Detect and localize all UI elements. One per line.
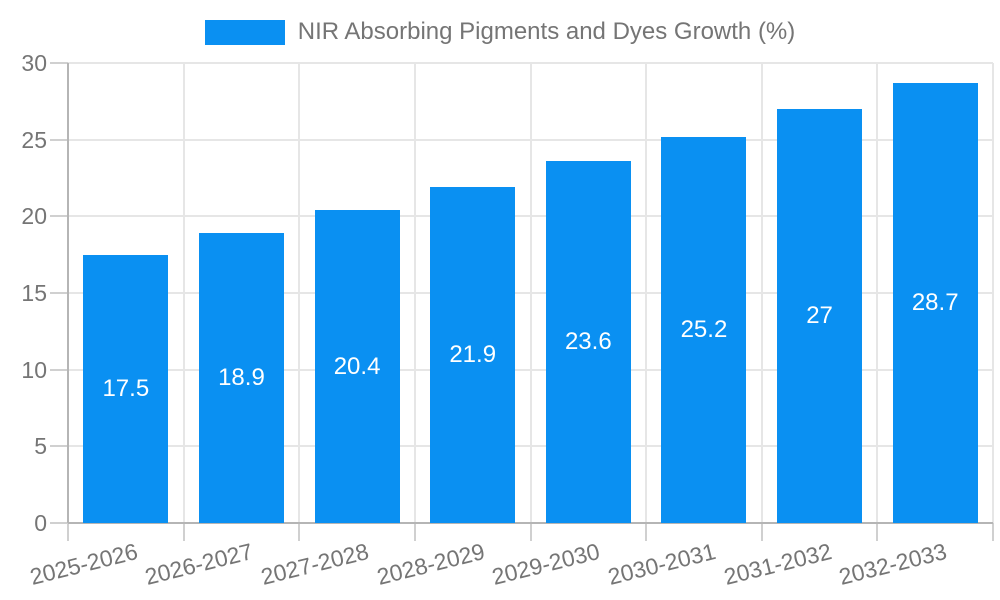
x-gridline (645, 63, 648, 523)
y-axis-tick (50, 62, 68, 64)
bar-value-label: 17.5 (102, 374, 150, 402)
y-axis-tick (50, 292, 68, 294)
bar-2028-2029[interactable] (430, 187, 516, 523)
x-axis-label: 2031-2032 (720, 538, 834, 590)
x-axis-tick (413, 523, 416, 541)
x-gridline (182, 63, 185, 523)
y-axis-label: 5 (34, 433, 47, 460)
x-axis-label: 2029-2030 (489, 538, 603, 590)
x-gridline (529, 63, 532, 523)
x-axis-tick (67, 523, 69, 541)
legend: NIR Absorbing Pigments and Dyes Growth (… (0, 18, 1000, 46)
bar-value-label: 28.7 (911, 288, 959, 316)
y-axis-tick (50, 445, 68, 448)
bar-2029-2030[interactable] (545, 161, 631, 523)
x-gridline (992, 63, 994, 523)
bar-2027-2028[interactable] (314, 210, 400, 523)
y-axis-label: 25 (21, 126, 47, 153)
x-gridline (413, 63, 416, 523)
bar-value-label: 25.2 (680, 315, 728, 343)
bar-2026-2027[interactable] (198, 233, 284, 523)
y-axis-label: 10 (21, 356, 47, 383)
x-axis-label: 2026-2027 (142, 538, 256, 590)
x-axis-tick (876, 523, 879, 541)
x-axis-tick (298, 523, 301, 541)
x-gridline (876, 63, 879, 523)
x-axis-label: 2025-2026 (27, 538, 141, 590)
bar-value-label: 18.9 (218, 364, 265, 392)
x-axis-label: 2030-2031 (605, 538, 719, 590)
y-axis-tick (50, 215, 68, 218)
x-axis-label: 2028-2029 (373, 538, 487, 590)
legend-swatch (204, 19, 285, 45)
x-axis-line (68, 522, 993, 524)
y-axis-tick (50, 522, 68, 524)
y-axis-label: 0 (34, 510, 47, 536)
x-axis-tick (992, 523, 994, 541)
y-axis-tick (50, 368, 68, 371)
bar-value-label: 21.9 (449, 341, 497, 369)
x-axis-tick (760, 523, 763, 541)
bar-2031-2032[interactable] (777, 109, 863, 523)
bar-value-label: 20.4 (333, 352, 381, 380)
x-axis-tick (529, 523, 532, 541)
y-axis-tick (50, 138, 68, 141)
bar-value-label: 27 (806, 302, 833, 329)
bar-2032-2033[interactable] (892, 82, 978, 523)
x-axis-label: 2027-2028 (258, 538, 372, 590)
x-axis-tick (645, 523, 648, 541)
y-axis-label: 30 (21, 50, 47, 76)
x-axis-tick (182, 523, 185, 541)
x-gridline (298, 63, 301, 523)
y-axis-line (67, 63, 69, 523)
bar-2030-2031[interactable] (661, 136, 747, 523)
y-axis-label: 15 (21, 280, 47, 306)
bar-value-label: 23.6 (564, 328, 612, 356)
legend-label: NIR Absorbing Pigments and Dyes Growth (… (297, 18, 796, 45)
x-gridline (760, 63, 763, 523)
bar-2025-2026[interactable] (83, 254, 169, 523)
x-axis-label: 2032-2033 (836, 538, 950, 590)
y-axis-label: 20 (21, 203, 47, 230)
